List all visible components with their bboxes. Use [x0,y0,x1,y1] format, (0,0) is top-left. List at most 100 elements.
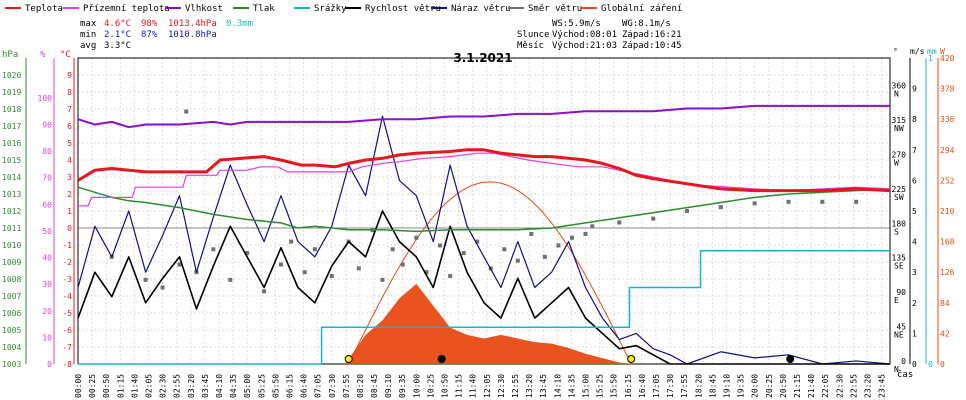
x-tick: 11:40 [469,374,478,398]
direction-cardinal: E [894,296,899,305]
direction-point [461,251,466,256]
direction-point [143,277,148,282]
x-tick: 15:00 [582,374,591,398]
x-tick: 06:15 [285,374,294,398]
x-tick: 22:30 [835,374,844,398]
hpa-tick: 1019 [2,88,21,97]
series-teplota [77,148,891,193]
x-tick: 04:35 [229,374,238,398]
stat-max-1: 98% [141,19,158,29]
hpa-tick: 1012 [2,207,21,216]
radiation-tick: 252 [940,176,955,185]
stat-min-1: 87% [141,30,158,40]
legend-item-4: Srážky [294,4,347,14]
direction-point [424,270,429,275]
percent-tick: 30 [42,280,52,289]
celsius-tick: 9 [67,71,72,80]
direction-point [380,277,385,282]
direction-cardinal: W [894,158,899,167]
radiation-tick: 378 [940,85,955,94]
hpa-tick: 1017 [2,122,21,131]
x-tick: 19:10 [722,374,731,398]
wind-tick: 7 [912,146,917,155]
direction-point [786,199,791,204]
legend-label: Globální záření [601,4,682,14]
direction-point [718,205,723,210]
x-tick: 05:25 [257,374,266,398]
x-tick: 07:05 [314,374,323,398]
direction-point [569,235,574,240]
radiation-tick: 294 [940,146,955,155]
x-tick: 03:45 [201,374,210,398]
radiation-tick: 168 [940,238,955,247]
wind-tick: 1 [912,329,917,338]
stat-label-min: min [80,30,96,40]
hpa-tick: 1011 [2,224,21,233]
percent-tick: 80 [42,147,52,156]
moonrise-info: Východ:21:03 [552,41,617,51]
x-tick: 00:50 [102,374,111,398]
hpa-tick: 1010 [2,241,21,250]
celsius-tick: 5 [67,139,72,148]
legend-item-1: Přízemní teplota [63,4,170,14]
wind-tick: 3 [912,268,917,277]
marker-sunset [627,355,636,363]
direction-point [529,231,534,236]
hpa-tick: 1018 [2,105,21,114]
celsius-tick: -3 [62,275,72,284]
moonset-info: Západ:10:45 [622,41,682,51]
direction-point [542,254,547,259]
x-tick: 20:00 [751,374,760,398]
x-tick: 16:40 [638,374,647,398]
percent-tick: 40 [42,254,52,263]
celsius-tick: 8 [67,88,72,97]
x-tick: 10:25 [426,374,435,398]
x-tick: 12:05 [483,374,492,398]
direction-point [279,262,283,267]
x-tick: 01:40 [130,374,139,398]
legend-item-0: Teplota [5,4,63,14]
celsius-tick: -5 [62,309,72,318]
radiation-tick: 210 [940,207,955,216]
x-tick: 10:00 [412,374,421,398]
marker-moonset [437,355,446,363]
direction-tick: 270 [892,150,907,159]
rain-unit: mm [927,47,937,56]
stat-min-2: 1010.8hPa [168,30,217,40]
percent-tick: 90 [42,121,52,130]
rain-tick: 0 [928,360,933,369]
direction-point [356,266,361,271]
hpa-tick: 1009 [2,258,21,267]
radiation-tick: 84 [940,299,950,308]
percent-tick: 50 [42,227,52,236]
hpa-unit: hPa [2,50,18,60]
hpa-tick: 1006 [2,309,21,318]
x-tick: 23:20 [863,374,872,398]
direction-point [752,201,757,206]
direction-point [228,277,233,282]
x-tick: 19:35 [737,374,746,398]
x-tick: 08:20 [356,374,365,398]
celsius-tick: 3 [67,173,72,182]
celsius-unit: °C [60,50,71,60]
legend-label: Rychlost větru [365,4,441,14]
x-tick: 00:25 [88,374,97,398]
x-tick: 05:00 [243,374,252,398]
direction-point [262,289,267,294]
celsius-tick: 1 [67,207,72,216]
series-smer-vetru [109,109,859,294]
x-tick: 06:40 [300,374,309,398]
series-p-zemn-teplota [78,152,891,207]
hpa-tick: 1015 [2,156,21,165]
percent-unit: % [40,50,46,60]
x-tick: 02:55 [173,374,182,398]
celsius-tick: -2 [62,258,72,267]
x-tick: 14:10 [553,374,562,398]
x-tick: 02:30 [159,374,168,398]
percent-tick: 100 [38,94,53,103]
legend-item-5: Rychlost větru [345,4,441,14]
series-vlhkost [77,104,890,129]
x-tick: 04:10 [215,374,224,398]
direction-point [414,235,419,240]
